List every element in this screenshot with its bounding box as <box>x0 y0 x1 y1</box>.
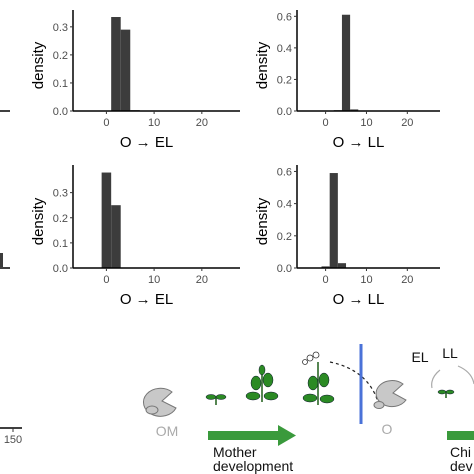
chart-0-ytick-label-0: 0.0 <box>53 106 68 118</box>
chart-1-xtick-label-2: 20 <box>401 117 413 129</box>
el-bracket <box>431 369 441 389</box>
chart-3-ytick-label-3: 0.6 <box>277 166 292 178</box>
left-axis-tick-label: 150 <box>4 434 22 446</box>
chart-1-xtick-label-0: 0 <box>323 117 329 129</box>
chart-3-bar-0 <box>321 266 330 268</box>
offspring-seed-icon <box>375 380 407 408</box>
chart-0-xlabel: O → EL <box>120 134 173 151</box>
chart-2-bar-0 <box>101 172 112 268</box>
mother-development-label-line1: Mother <box>213 444 257 460</box>
chart-3-ytick-label-1: 0.2 <box>277 231 292 243</box>
chart-0-bar-0 <box>111 17 121 112</box>
chart-1-ytick-label-3: 0.6 <box>277 11 292 23</box>
chart-0-xtick-label-2: 20 <box>196 117 208 129</box>
chart-1-ytick-label-1: 0.2 <box>277 74 292 86</box>
seedling-icon <box>205 394 227 405</box>
chart-2-xtick-label-2: 20 <box>196 274 208 286</box>
left-panel-bar-remnant <box>0 253 3 267</box>
el-label: EL <box>411 349 428 365</box>
chart-1-ytick-label-0: 0.0 <box>277 106 292 118</box>
chart-2-xlabel: O → EL <box>120 291 173 308</box>
chart-3-ylabel: density <box>254 197 271 245</box>
chart-3-ytick-label-0: 0.0 <box>277 263 292 275</box>
ll-label: LL <box>442 345 458 361</box>
child-development-arrow <box>447 431 474 440</box>
chart-0-ytick-label-3: 0.3 <box>53 22 68 34</box>
small-seed-icon <box>145 405 159 415</box>
child-development-label-line1: Chi <box>450 444 471 460</box>
chart-2-ytick-label-3: 0.3 <box>53 188 68 200</box>
flowering-plant-icon <box>302 351 335 405</box>
chart-3-bar-1 <box>329 173 338 268</box>
chart-1-xtick-label-1: 10 <box>360 117 372 129</box>
chart-3-xtick-label-2: 20 <box>401 274 413 286</box>
ll-bracket <box>457 365 474 385</box>
chart-3-xtick-label-0: 0 <box>323 274 329 286</box>
chart-2-ytick-label-0: 0.0 <box>53 263 68 275</box>
mother-development-arrow <box>208 425 296 446</box>
chart-2-bar-1 <box>111 205 121 268</box>
o-label: O <box>382 421 393 437</box>
chart-1-bar-2 <box>350 109 359 111</box>
histogram-top-right: 0.0 0.2 0.4 0.6 0 10 20 O → LL density <box>254 10 440 151</box>
offspring-small-seed-icon <box>373 401 385 409</box>
chart-0-xtick-label-1: 10 <box>148 117 160 129</box>
chart-0-bar-1 <box>120 29 131 112</box>
histogram-top-middle: 0.0 0.1 0.2 0.3 0 10 20 O → EL density <box>30 10 240 151</box>
histogram-middle-middle: 0.0 0.1 0.2 0.3 0 10 20 O → EL density <box>30 165 240 308</box>
chart-0-ytick-label-1: 0.1 <box>53 78 68 90</box>
histogram-middle-right: 0.0 0.2 0.4 0.6 0 10 20 O → LL density <box>254 165 440 308</box>
child-development-label-line2: dev <box>450 458 473 474</box>
chart-2-xtick-label-0: 0 <box>103 274 109 286</box>
mother-development-label-line2: development <box>213 458 293 474</box>
chart-0-ylabel: density <box>30 41 47 89</box>
chart-2-xtick-label-1: 10 <box>148 274 160 286</box>
chart-2-ylabel: density <box>30 197 47 245</box>
chart-0-xtick-label-0: 0 <box>103 117 109 129</box>
child-seedling-icon <box>437 389 455 398</box>
chart-1-ylabel: density <box>254 41 271 89</box>
chart-2-ytick-label-1: 0.1 <box>53 238 68 250</box>
chart-1-xlabel: O → LL <box>333 134 385 151</box>
chart-3-xlabel: O → LL <box>333 291 385 308</box>
chart-3-ytick-label-2: 0.4 <box>277 199 292 211</box>
dispersal-arc <box>329 361 379 403</box>
young-plant-icon <box>245 364 279 402</box>
chart-1-ytick-label-2: 0.4 <box>277 43 292 55</box>
chart-2-ytick-label-2: 0.2 <box>53 213 68 225</box>
om-label: OM <box>156 423 179 439</box>
chart-1-bar-1 <box>341 14 351 111</box>
chart-3-bar-2 <box>337 263 347 268</box>
chart-0-ytick-label-2: 0.2 <box>53 50 68 62</box>
lifecycle-diagram: OM <box>143 344 474 474</box>
chart-3-xtick-label-1: 10 <box>360 274 372 286</box>
